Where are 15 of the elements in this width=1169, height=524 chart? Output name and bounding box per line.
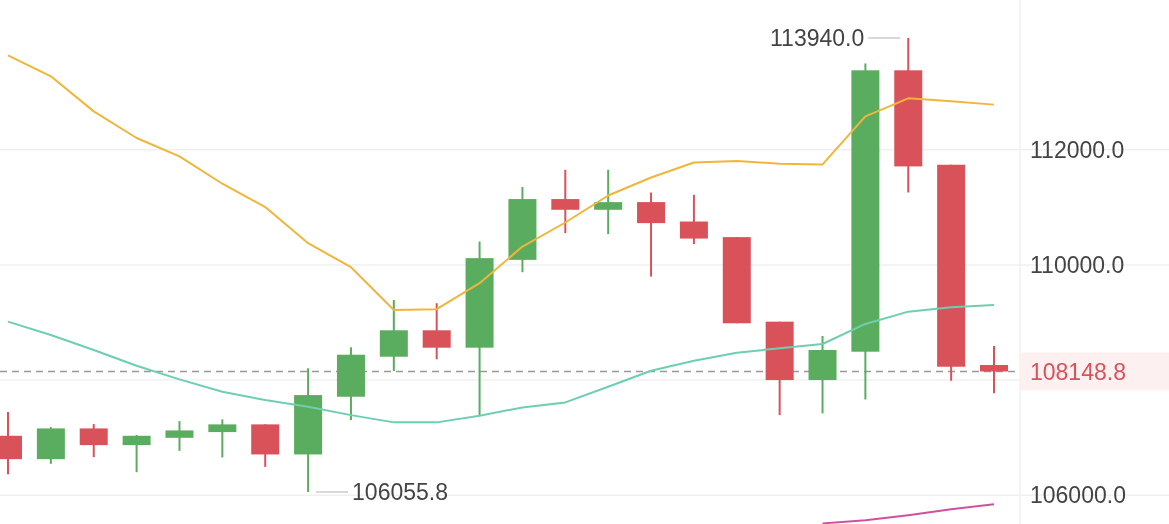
ref-line-label: 108148.8: [1030, 358, 1126, 385]
candlestick: [122, 434, 151, 474]
line-series: [821, 503, 995, 524]
line-series: [7, 54, 995, 311]
annotation: 113940.0: [770, 25, 865, 52]
candlestick: [980, 344, 1008, 395]
annotation: 106055.8: [352, 479, 449, 506]
y-tick-label: 110000.0: [1030, 251, 1125, 278]
candlestick: [208, 418, 237, 459]
line-series: [7, 303, 995, 424]
candlestick: [165, 420, 194, 452]
candlestick: [594, 168, 623, 236]
candlestick: [551, 168, 580, 235]
y-tick-label: 106000.0: [1030, 482, 1126, 509]
y-tick-label: 112000.0: [1030, 136, 1125, 163]
